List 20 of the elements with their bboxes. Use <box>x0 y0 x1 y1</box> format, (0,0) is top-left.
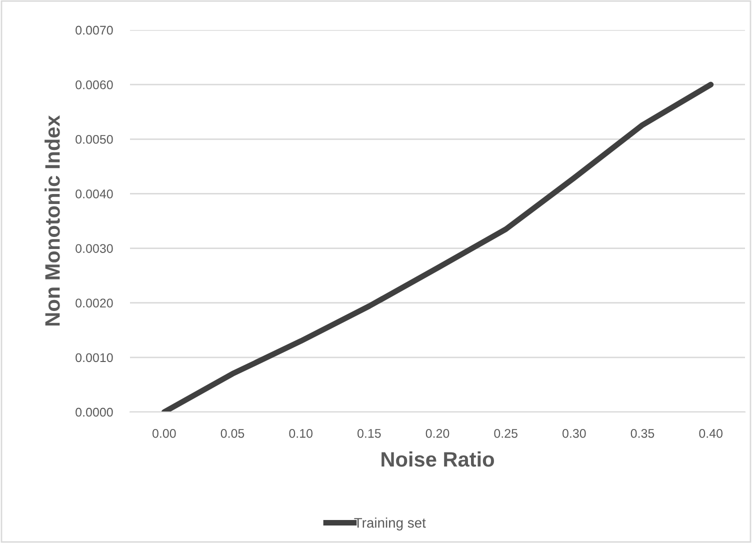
y-tick-label: 0.0050 <box>76 134 113 144</box>
y-tick-label: 0.0070 <box>76 26 113 35</box>
x-tick-label: 0.35 <box>630 428 654 438</box>
y-tick-label: 0.0020 <box>76 298 113 308</box>
x-tick-label: 0.25 <box>494 428 518 438</box>
y-tick-label: 0.0000 <box>76 408 113 417</box>
x-tick-label: 0.20 <box>426 428 450 438</box>
x-tick-label: 0.10 <box>289 428 313 438</box>
x-tick-label: 0.00 <box>152 428 176 438</box>
x-tick-label: 0.15 <box>357 428 381 438</box>
x-tick-label: 0.40 <box>699 428 723 438</box>
x-axis-title: Noise Ratio <box>382 451 494 467</box>
y-axis-title: Non Monotonic Index <box>44 115 60 326</box>
x-tick-label: 0.30 <box>562 428 586 438</box>
y-tick-label: 0.0040 <box>76 190 113 198</box>
y-tick-label: 0.0010 <box>76 353 113 362</box>
legend-label: Training set <box>354 518 426 530</box>
y-tick-label: 0.0060 <box>76 80 113 90</box>
y-tick-label: 0.0030 <box>76 244 113 253</box>
x-tick-label: 0.05 <box>220 428 244 438</box>
